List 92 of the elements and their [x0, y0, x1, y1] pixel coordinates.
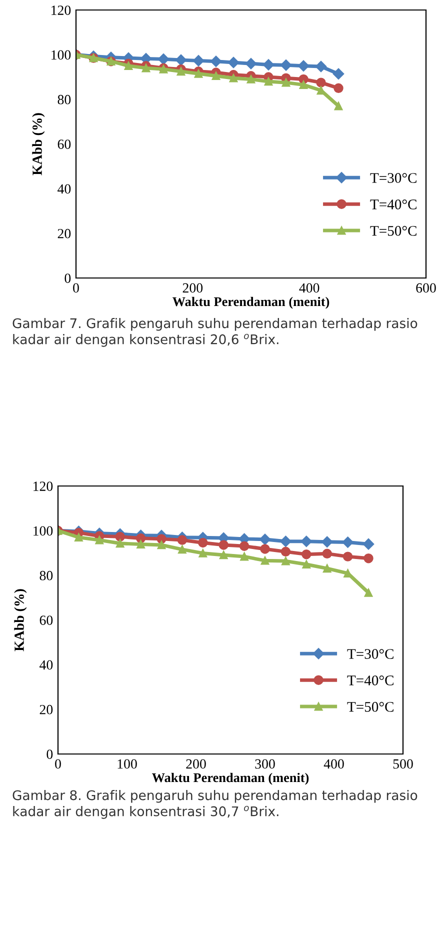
- point: [334, 102, 343, 110]
- x-tick-label: 0: [73, 283, 79, 293]
- y-tick-label: 80: [40, 570, 53, 580]
- point: [198, 549, 208, 558]
- x-tick-label: 600: [416, 283, 436, 293]
- point: [142, 64, 150, 72]
- point: [264, 77, 273, 86]
- x-tick-label: 200: [186, 759, 206, 769]
- point: [158, 54, 170, 65]
- point: [74, 533, 83, 542]
- point: [302, 549, 312, 560]
- point: [280, 536, 292, 547]
- legend-label: T=30°C: [347, 649, 394, 659]
- point: [321, 536, 333, 548]
- point: [198, 538, 208, 548]
- y-tick-label: 40: [40, 660, 53, 670]
- point: [136, 540, 145, 548]
- y-tick-label: 20: [58, 228, 71, 238]
- point: [342, 536, 354, 548]
- x-tick-label: 200: [182, 283, 203, 293]
- x-axis-title: Waktu Perendaman (menit): [152, 772, 309, 785]
- point: [342, 552, 353, 562]
- point: [175, 54, 187, 66]
- point: [115, 532, 125, 542]
- x-tick-label: 500: [393, 759, 413, 769]
- point: [364, 554, 374, 564]
- point: [239, 541, 250, 551]
- point: [116, 539, 124, 548]
- point: [322, 548, 332, 559]
- x-axis-title: Waktu Perendaman (menit): [172, 296, 330, 309]
- point: [192, 55, 204, 66]
- point: [95, 536, 104, 544]
- point: [136, 533, 146, 544]
- legend-label: T=40°C: [347, 675, 394, 686]
- y-tick-label: 120: [34, 482, 53, 491]
- point: [334, 83, 344, 94]
- point: [176, 67, 186, 76]
- point: [260, 556, 270, 565]
- point: [229, 74, 238, 82]
- y-axis-title: KAbb (%): [14, 589, 27, 652]
- y-tick-label: 20: [40, 704, 53, 714]
- point: [298, 60, 310, 72]
- x-tick-label: 400: [324, 759, 344, 769]
- point: [178, 545, 186, 554]
- point: [210, 56, 222, 67]
- legend-label: T=50°C: [370, 226, 416, 236]
- y-tick-label: 100: [52, 50, 71, 60]
- y-tick-label: 40: [58, 184, 71, 194]
- point: [302, 560, 311, 569]
- y-axis-title: KAbb (%): [32, 113, 45, 176]
- point: [194, 69, 203, 78]
- point: [157, 540, 166, 550]
- x-tick-label: 300: [255, 759, 275, 769]
- point: [240, 552, 248, 561]
- point: [260, 544, 270, 554]
- point: [299, 80, 308, 89]
- point: [282, 556, 290, 566]
- point: [280, 546, 291, 557]
- text: Gambar 7. Grafik pengaruh suhu perendaman terhadap rasio kadar air dengan konsentrasi 20,6 $^{o}$Brix.: [12, 318, 418, 347]
- point: [280, 60, 292, 71]
- point: [177, 535, 188, 545]
- point: [246, 75, 256, 84]
- x-tick-label: 100: [118, 759, 137, 769]
- y-tick-label: 100: [34, 526, 53, 536]
- y-tick-label: 60: [58, 140, 71, 149]
- y-tick-label: 80: [58, 94, 71, 104]
- point: [219, 550, 228, 560]
- legend-label: T=30°C: [370, 173, 416, 183]
- y-tick-label: 0: [46, 750, 53, 759]
- point: [362, 538, 374, 550]
- y-tick-label: 120: [52, 6, 71, 15]
- x-tick-label: 400: [299, 283, 320, 293]
- point: [156, 534, 166, 544]
- legend-label: T=50°C: [347, 702, 394, 712]
- point: [245, 58, 257, 70]
- y-tick-label: 60: [40, 616, 53, 625]
- point: [315, 60, 327, 72]
- point: [300, 536, 312, 547]
- y-tick-label: 0: [64, 274, 71, 283]
- point: [262, 59, 274, 70]
- point: [364, 588, 373, 597]
- point: [218, 540, 228, 550]
- point: [212, 72, 220, 80]
- point: [228, 56, 240, 68]
- legend-label: T=40°C: [370, 199, 416, 210]
- point: [322, 564, 332, 573]
- point: [124, 62, 133, 70]
- point: [332, 68, 344, 80]
- text: Gambar 8. Grafik pengaruh suhu perendaman terhadap rasio kadar air dengan konsentrasi 30,7 $^{o}$Brix.: [12, 790, 418, 819]
- point: [259, 534, 271, 545]
- point: [316, 78, 326, 88]
- point: [282, 78, 290, 87]
